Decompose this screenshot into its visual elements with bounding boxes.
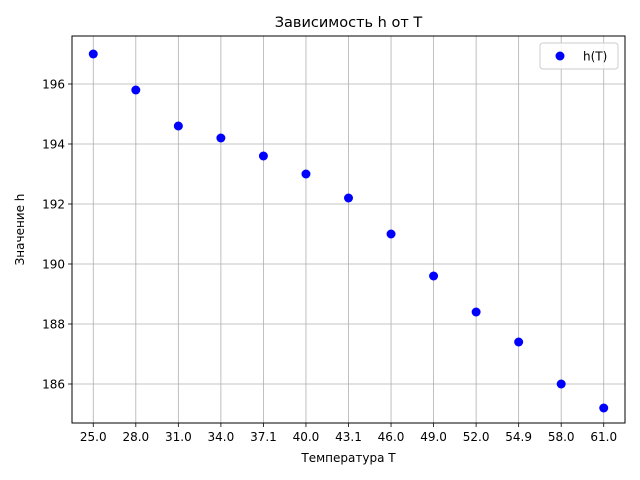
x-tick-label: 52.0 xyxy=(463,430,490,444)
data-point xyxy=(258,151,268,161)
x-tick-label: 25.0 xyxy=(80,430,107,444)
x-tick-label: 58.0 xyxy=(548,430,575,444)
y-axis: 186 188 190 192 194 196 xyxy=(42,78,72,392)
x-tick-label: 46.0 xyxy=(378,430,405,444)
data-point xyxy=(514,337,524,347)
y-axis-label: Значение h xyxy=(13,194,27,266)
data-point xyxy=(599,403,609,413)
legend: h(T) xyxy=(539,42,619,70)
x-tick-label: 34.0 xyxy=(208,430,235,444)
y-tick-label: 188 xyxy=(42,318,65,332)
data-point xyxy=(386,229,396,239)
legend-label: h(T) xyxy=(583,50,607,64)
data-point xyxy=(344,193,353,203)
data-point xyxy=(301,169,311,179)
x-tick-label: 61.0 xyxy=(590,430,617,444)
legend-box xyxy=(539,42,619,70)
x-tick-label: 28.0 xyxy=(122,430,149,444)
x-tick-label: 40.0 xyxy=(293,430,320,444)
y-tick-label: 192 xyxy=(42,198,65,212)
data-point xyxy=(556,379,566,389)
chart-title: Зависимость h от T xyxy=(275,15,423,31)
data-point xyxy=(131,85,141,95)
y-tick-label: 190 xyxy=(42,258,65,272)
x-tick-label: 37.1 xyxy=(250,430,277,444)
legend-marker xyxy=(555,51,565,61)
data-point xyxy=(429,271,439,281)
data-point xyxy=(471,307,481,317)
y-tick-label: 194 xyxy=(42,138,65,152)
x-axis: 25.0 28.0 31.0 34.0 37.1 40.0 43.1 46.0 49.0 52.0… xyxy=(80,423,617,444)
data-point xyxy=(173,121,183,131)
x-tick-label: 54.9 xyxy=(505,430,532,444)
data-point xyxy=(216,133,226,143)
y-tick-label: 186 xyxy=(42,378,65,392)
data-points xyxy=(88,49,609,413)
data-point xyxy=(88,49,98,59)
x-tick-label: 43.1 xyxy=(335,430,362,444)
y-tick-label: 196 xyxy=(42,78,65,92)
x-tick-label: 31.0 xyxy=(165,430,192,444)
x-tick-label: 49.0 xyxy=(420,430,447,444)
x-axis-label: Температура T xyxy=(300,451,396,465)
